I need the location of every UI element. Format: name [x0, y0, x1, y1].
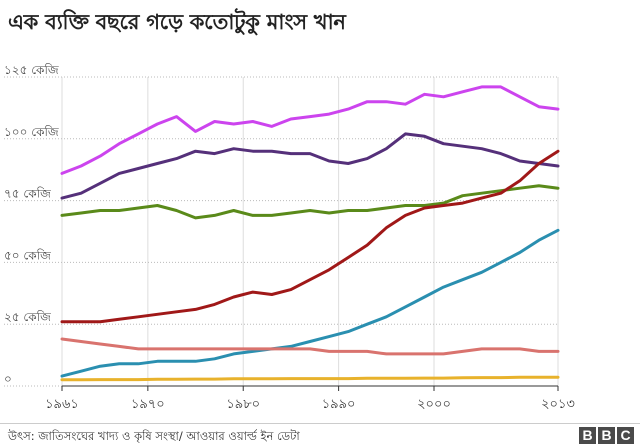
- footer-divider: [0, 423, 640, 424]
- y-tick-label: ০: [4, 372, 12, 386]
- bbc-logo: B B C: [579, 427, 634, 444]
- x-tick-label: ১৯৬১: [45, 397, 79, 412]
- series-line: [60, 184, 560, 220]
- series-line: [60, 132, 560, 200]
- x-tick-label: ২০১৩: [541, 397, 575, 412]
- y-axis: ০ ২৫ কেজি ৫০ কেজি ৭৫ কেজি ১০০ কেজি ১২৫ কেজি: [4, 63, 558, 387]
- source-note: উৎস: জাতিসংঘের খাদ্য ও কৃষি সংস্থা/ আওয়…: [8, 429, 300, 443]
- series-group: [60, 85, 560, 382]
- y-tick-label: ২৫ কেজি: [4, 310, 51, 324]
- gridlines: [61, 77, 559, 386]
- chart-title: এক ব্যক্তি বছরে গড়ে কতোটুকু মাংস খান: [8, 10, 346, 34]
- logo-letter: C: [617, 427, 634, 444]
- x-tick-label: ১৯৮০: [226, 397, 260, 412]
- x-tick-label: ১৯৭০: [131, 397, 165, 412]
- series-line: [60, 337, 560, 356]
- y-tick-label: ৫০ কেজি: [4, 248, 51, 262]
- y-tick-label: ১২৫ কেজি: [4, 63, 59, 77]
- y-tick-label: ৭৫ কেজি: [4, 187, 51, 201]
- logo-letter: B: [579, 427, 596, 444]
- y-tick-label: ১০০ কেজি: [4, 125, 59, 139]
- series-line: [60, 375, 560, 382]
- x-tick-label: ২০০০: [417, 397, 451, 412]
- logo-letter: B: [598, 427, 615, 444]
- series-line: [60, 85, 560, 175]
- x-axis: ১৯৬১ ১৯৭০ ১৯৮০ ১৯৯০ ২০০০ ২০১৩: [45, 385, 575, 412]
- series-line: [60, 228, 560, 378]
- x-tick-label: ১৯৯০: [322, 397, 356, 412]
- series-line: [60, 149, 560, 324]
